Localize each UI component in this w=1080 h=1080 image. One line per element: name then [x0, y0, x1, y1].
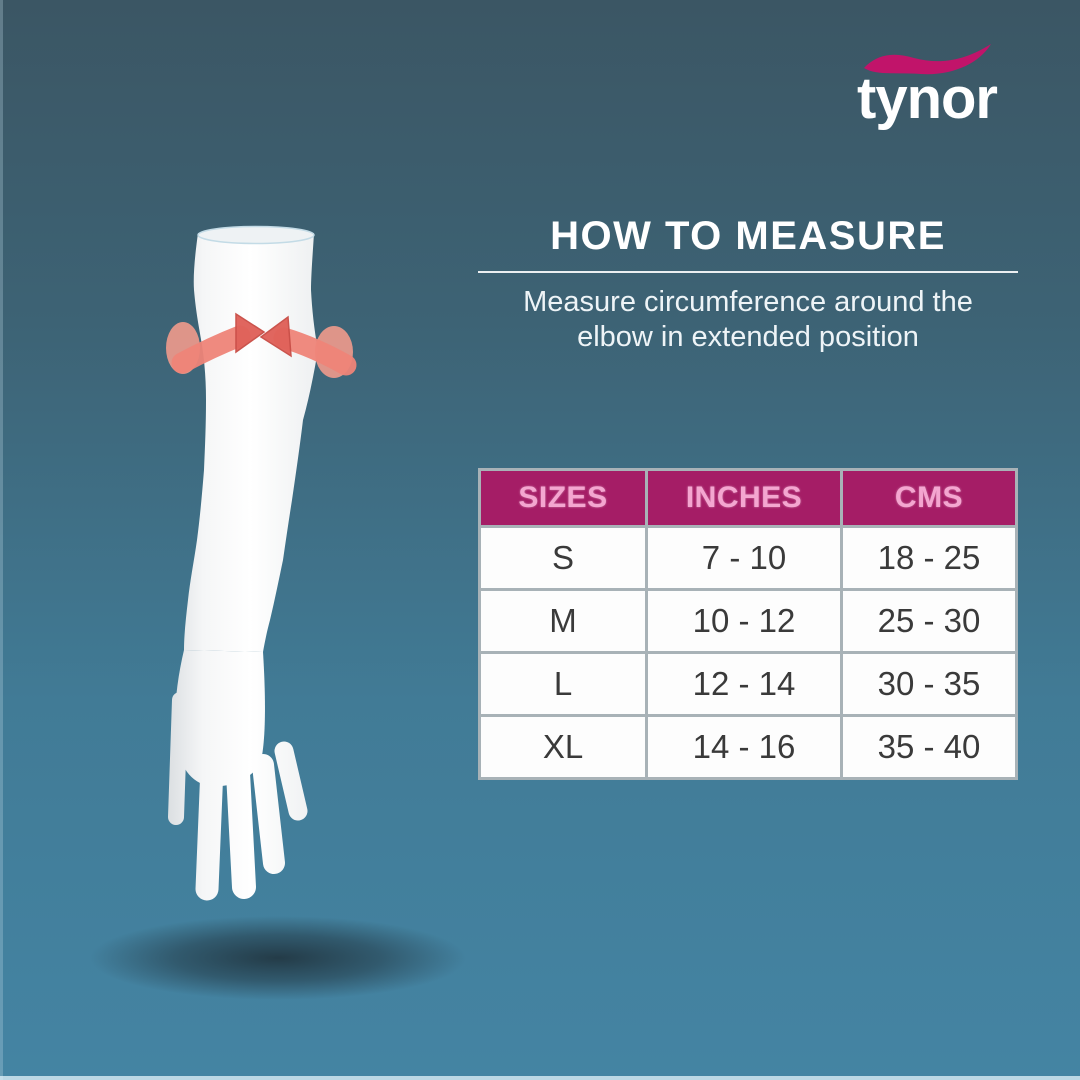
table-cell-cms-xl: 35 - 40: [843, 717, 1015, 777]
table-cell-cms-l: 30 - 35: [843, 654, 1015, 714]
table-cell-cms-m: 25 - 30: [843, 591, 1015, 651]
column-header-cms: CMS: [843, 471, 1015, 525]
column-header-sizes: SIZES: [481, 471, 645, 525]
bottom-edge-highlight: [0, 1076, 1080, 1080]
table-cell-size-l: L: [481, 654, 645, 714]
arm-elbow-illustration: [60, 195, 480, 1025]
table-cell-size-s: S: [481, 528, 645, 588]
how-to-measure-section: HOW TO MEASURE Measure circumference aro…: [478, 214, 1018, 356]
title-divider: [478, 271, 1018, 273]
fingers: [168, 692, 308, 901]
brand-wordmark: tynor: [857, 66, 998, 131]
tynor-swoosh-icon: [864, 44, 991, 75]
page-title: HOW TO MEASURE: [550, 214, 946, 258]
brand-logo: tynor: [838, 34, 1016, 128]
ground-shadow: [90, 916, 466, 1000]
measure-instructions: Measure circumference around the elbow i…: [478, 285, 1018, 356]
table-cell-cms-s: 18 - 25: [843, 528, 1015, 588]
instruction-line-2: elbow in extended position: [577, 321, 919, 354]
table-cell-inches-m: 10 - 12: [648, 591, 840, 651]
table-cell-inches-s: 7 - 10: [648, 528, 840, 588]
size-chart-table: SIZES INCHES CMS S 7 - 10 18 - 25 M 10 -…: [478, 468, 1018, 780]
column-header-inches: INCHES: [648, 471, 840, 525]
measure-arrows-icon: [166, 312, 357, 378]
table-cell-size-m: M: [481, 591, 645, 651]
arm-illustration-svg: [90, 225, 466, 1000]
table-cell-size-xl: XL: [481, 717, 645, 777]
table-cell-inches-l: 12 - 14: [648, 654, 840, 714]
instruction-line-1: Measure circumference around the: [523, 286, 973, 318]
table-cell-inches-xl: 14 - 16: [648, 717, 840, 777]
left-edge-highlight: [0, 0, 3, 1080]
